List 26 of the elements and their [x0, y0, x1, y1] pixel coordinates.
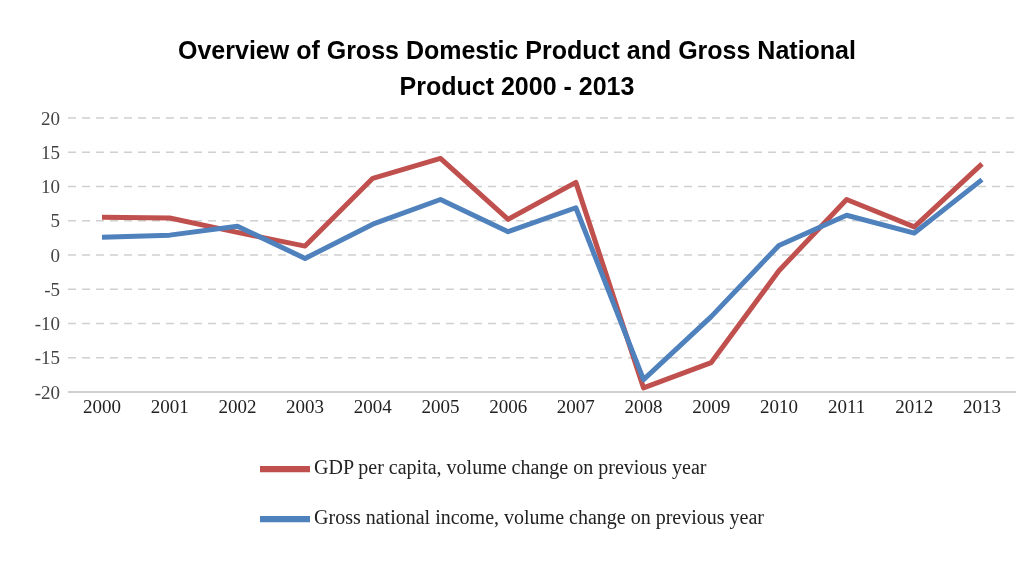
- x-tick-label: 2011: [827, 396, 866, 418]
- x-tick-label: 2010: [759, 396, 798, 418]
- y-tick-label: -10: [34, 313, 60, 335]
- x-tick-label: 2001: [150, 396, 189, 418]
- x-tick-label: 2012: [895, 396, 934, 418]
- x-tick-label: 2006: [489, 396, 528, 418]
- y-tick-label: -15: [34, 347, 60, 369]
- y-tick-label: 10: [41, 176, 60, 198]
- y-tick-label: -5: [44, 278, 60, 300]
- x-tick-label: 2013: [963, 396, 1001, 418]
- x-tick-label: 2003: [286, 396, 325, 418]
- legend-label: Gross national income, volume change on previous year: [314, 505, 764, 528]
- y-tick-label: 15: [41, 141, 60, 163]
- y-tick-label: 20: [41, 107, 60, 129]
- x-tick-label: 2008: [624, 396, 663, 418]
- y-tick-label: -20: [34, 381, 60, 403]
- x-tick-label: 2005: [421, 396, 460, 418]
- x-tick-label: 2000: [83, 396, 121, 418]
- x-tick-label: 2007: [556, 396, 595, 418]
- legend-label: GDP per capita, volume change on previous year: [314, 455, 707, 478]
- chart-title: Overview of Gross Domestic Product and Gross National Product 2000 - 2013: [177, 35, 857, 102]
- y-tick-label: 5: [50, 210, 60, 232]
- y-tick-label: 0: [50, 244, 60, 266]
- x-tick-label: 2009: [692, 396, 731, 418]
- x-tick-label: 2004: [353, 396, 393, 418]
- x-tick-label: 2002: [218, 396, 257, 418]
